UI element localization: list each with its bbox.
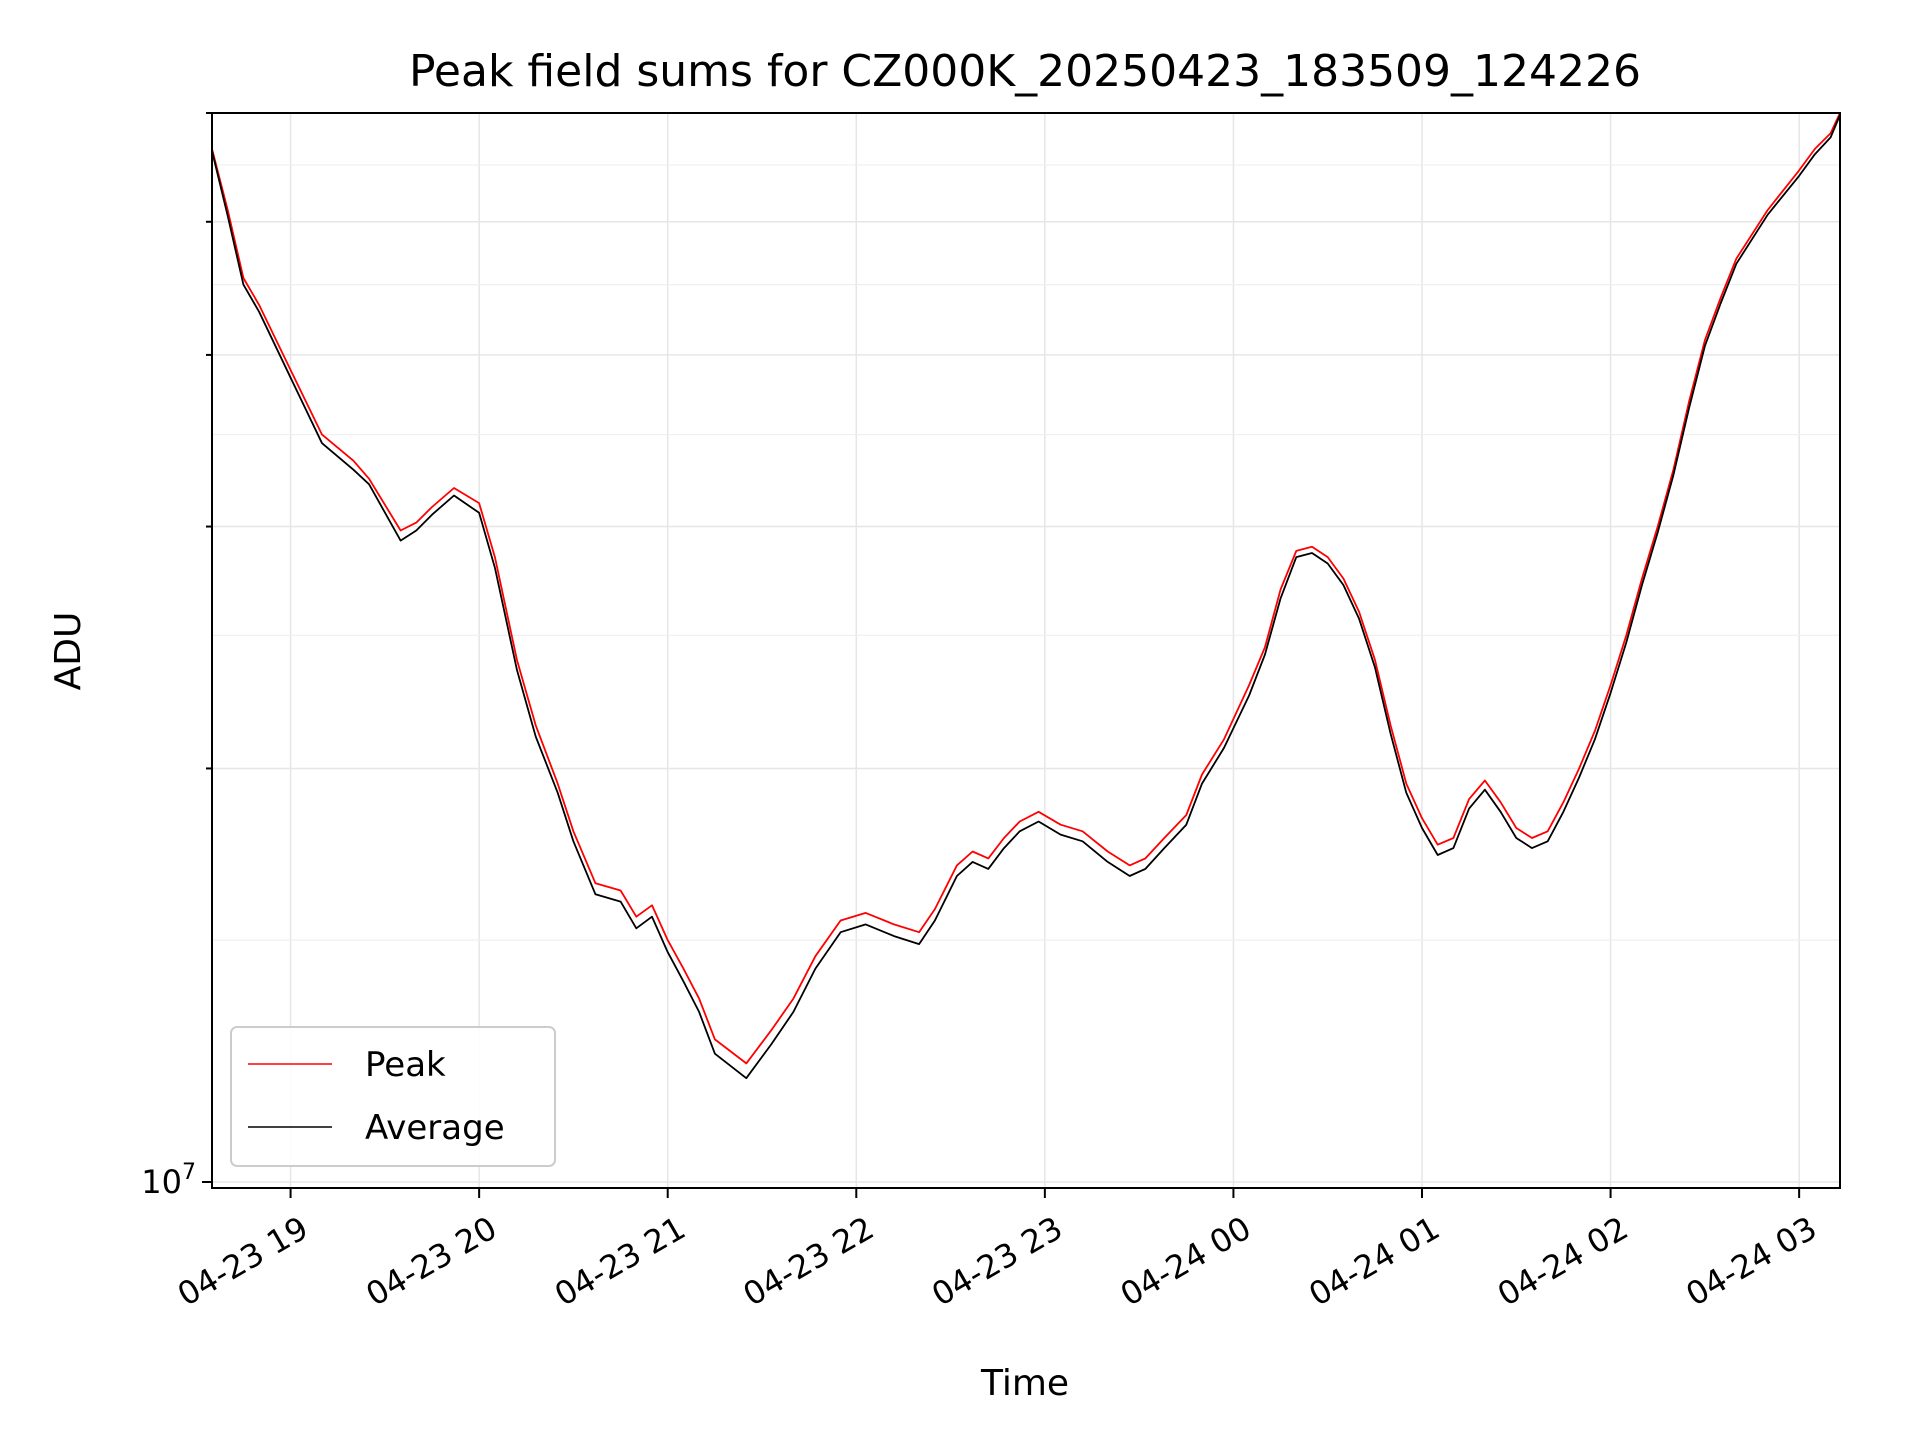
legend-average-label: Average [365,1108,505,1148]
plot-frame [211,112,1841,1189]
series-line-peak [211,112,1841,1065]
series-peak [211,112,1841,1065]
chart-title: Peak field sums for CZ000K_20250423_1835… [409,46,1641,97]
legend: Peak Average [230,1026,556,1167]
y-axis-label: ADU [48,612,89,691]
y-tick-label: 107 [141,1160,196,1201]
legend-peak-label: Peak [365,1045,446,1085]
y-axis: 107 [141,112,212,1201]
legend-box [230,1026,556,1167]
x-axis-label: Time [980,1363,1069,1404]
series-line-average [211,114,1841,1080]
series-average [211,114,1841,1080]
